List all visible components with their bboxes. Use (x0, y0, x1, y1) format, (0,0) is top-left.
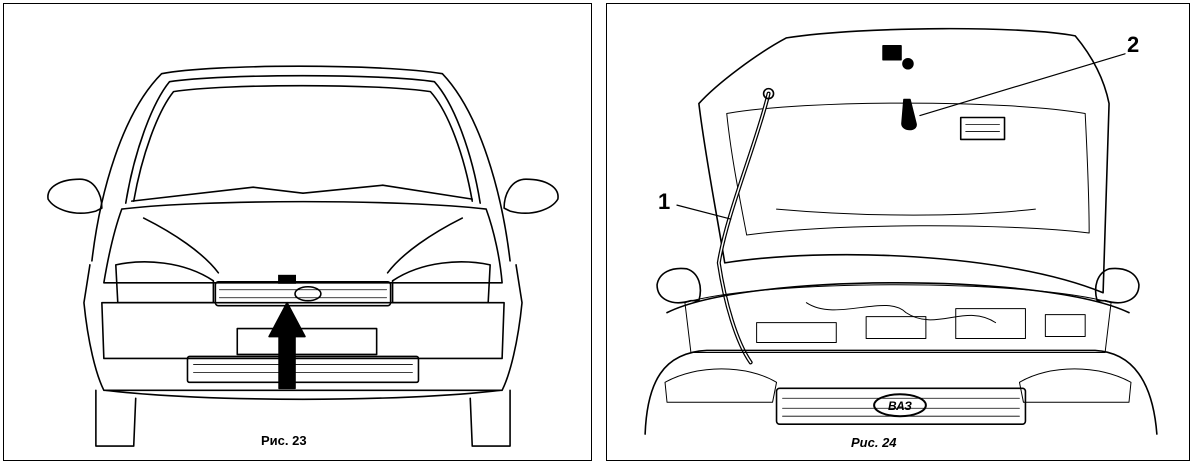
headlight-right-open (1018, 368, 1132, 403)
figure-24-caption: Рис. 24 (851, 435, 897, 450)
headlight-left (115, 261, 215, 304)
bumper-upper (101, 301, 505, 360)
wheel-left (95, 389, 137, 447)
windshield-outer (124, 74, 481, 204)
prop-rod-mount (762, 87, 775, 100)
grille-badge (294, 285, 322, 302)
callout-1-leader (676, 204, 732, 220)
hood-crease-right (386, 217, 464, 274)
front-fascia (644, 349, 1158, 435)
lower-lip (105, 389, 501, 401)
hood-bracket (882, 45, 902, 61)
upper-grille (214, 280, 392, 307)
engine-components (756, 308, 1086, 344)
mirror-left-open (656, 267, 702, 304)
windshield-inner (132, 84, 474, 202)
wheel-right (469, 389, 511, 447)
open-hood-outline (698, 27, 1110, 294)
engine-bay-outline (684, 284, 1112, 353)
grille-open (775, 387, 1027, 425)
mirror-right-open (1094, 267, 1140, 304)
mirror-left (47, 178, 103, 214)
hood-inner-panel (726, 102, 1090, 236)
figure-24-panel: ВАЗ 1 2 Рис. 24 (606, 3, 1190, 461)
body-top-line (666, 281, 1130, 314)
hood-inner-rib (776, 208, 1036, 216)
figure-23-caption: Рис. 23 (261, 433, 307, 448)
engine-wiring (805, 302, 997, 324)
badge-text: ВАЗ (888, 399, 912, 413)
hood-warning-label (959, 116, 1006, 141)
lower-grille (186, 355, 420, 384)
hood-release-arrow (268, 301, 306, 390)
mirror-right (503, 178, 559, 214)
hood-latch (901, 98, 917, 131)
wiper-left (130, 186, 304, 202)
headlight-right (391, 261, 491, 304)
car-front-open-hood-illustration: ВАЗ (644, 27, 1158, 435)
headlight-left-open (664, 368, 778, 403)
wiper-right (302, 184, 474, 200)
hood-outline (103, 200, 503, 284)
car-roof-outline (91, 65, 511, 262)
callout-label-1: 1 (658, 189, 671, 214)
callout-label-2: 2 (1127, 32, 1140, 57)
badge-oval (873, 393, 927, 418)
hood-crease-left (142, 217, 220, 274)
car-front-closed-hood-illustration (47, 65, 559, 447)
figure-23-panel: Рис. 23 (3, 3, 592, 461)
latch-marker (278, 274, 297, 284)
callout-2-leader (919, 53, 1126, 117)
bumper-outline (83, 264, 523, 392)
license-plate (236, 327, 378, 356)
